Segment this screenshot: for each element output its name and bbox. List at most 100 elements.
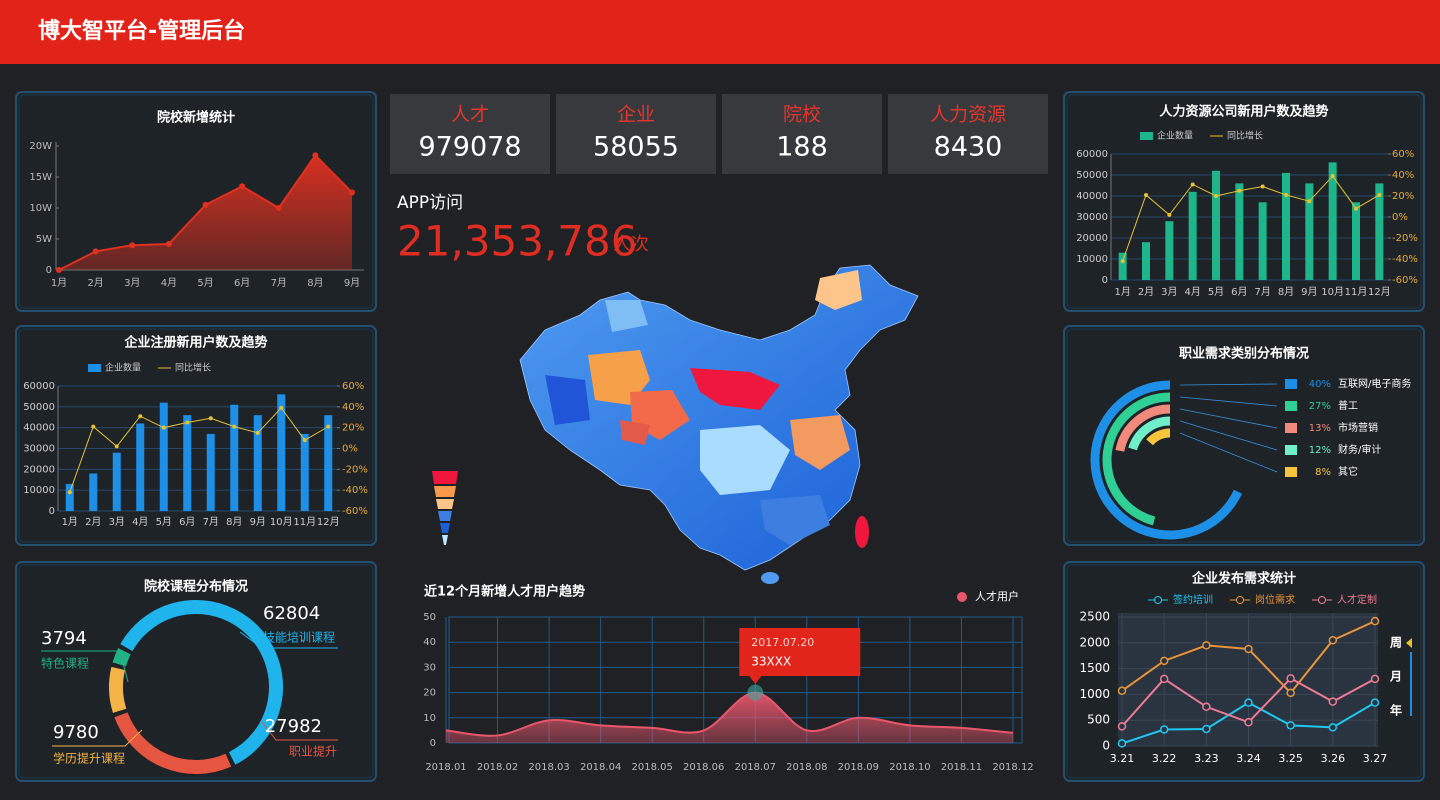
point — [91, 424, 96, 429]
chart-title: 企业注册新用户数及趋势 — [123, 335, 267, 351]
range-tab[interactable]: 年 — [1390, 703, 1402, 718]
x-tick-label: 3月 — [1161, 286, 1177, 298]
point — [129, 242, 136, 249]
legend-label[interactable]: 人才定制 — [1337, 593, 1377, 606]
legend-marker — [957, 592, 967, 602]
bar — [230, 404, 239, 511]
legend-band — [434, 486, 456, 497]
bar — [136, 423, 145, 511]
map-legend — [432, 471, 458, 545]
range-tab[interactable]: 周 — [1390, 636, 1402, 650]
leader-line — [1179, 396, 1278, 407]
point — [239, 183, 246, 190]
point — [165, 240, 172, 247]
stat-label: 人才 — [451, 104, 489, 126]
x-tick-label: 7月 — [203, 516, 219, 528]
stat-card — [722, 94, 882, 174]
leader-line — [1179, 432, 1278, 473]
ring — [1128, 416, 1171, 451]
panel — [15, 561, 377, 782]
x-tick-label: 12月 — [1368, 286, 1391, 298]
panel-glow — [1066, 328, 1422, 543]
panel — [1063, 91, 1425, 312]
legend-marker[interactable] — [1236, 596, 1244, 604]
x-tick-label: 1月 — [1114, 286, 1130, 298]
panel-glow — [18, 328, 374, 543]
x-tick-label: 2018.07 — [735, 762, 776, 773]
stat-card — [556, 94, 716, 174]
point — [67, 490, 72, 495]
x-tick-label: 3.24 — [1236, 752, 1261, 765]
stat-card — [888, 94, 1048, 174]
range-tab[interactable]: 月 — [1389, 670, 1402, 684]
point — [1370, 674, 1380, 684]
x-tick-label: 3.25 — [1278, 752, 1303, 765]
x-tick-label: 6月 — [234, 277, 250, 289]
legend-label[interactable]: 岗位需求 — [1255, 593, 1295, 606]
y-tick-label: 2000 — [1079, 635, 1110, 649]
x-tick-label: 4月 — [1184, 286, 1200, 298]
y2-tick-label: 20% — [1392, 191, 1414, 202]
y2-tick-label: 40% — [1392, 170, 1414, 181]
point — [1328, 697, 1338, 706]
segment-value: 27982 — [265, 716, 322, 737]
x-tick-label: 1月 — [62, 516, 78, 528]
app-title: APP访问 — [397, 193, 463, 213]
x-tick-label: 7月 — [271, 277, 287, 289]
legend-band — [440, 523, 450, 533]
point — [255, 430, 260, 435]
legend-band — [436, 499, 454, 509]
x-tick-label: 3.27 — [1363, 752, 1388, 765]
bar — [1118, 252, 1127, 280]
point — [161, 425, 166, 430]
point — [1307, 199, 1312, 204]
legend-marker[interactable] — [1318, 596, 1326, 604]
point — [1117, 739, 1127, 748]
chart-title: 近12个月新增人才用户趋势 — [424, 584, 585, 600]
point — [1214, 194, 1218, 198]
y2-tick-label: -60% — [1392, 275, 1418, 286]
x-tick-label: 9月 — [1301, 286, 1317, 298]
ring — [1090, 380, 1243, 540]
chart-title: 人力资源公司新用户数及趋势 — [1159, 104, 1328, 120]
x-tick-label: 8月 — [226, 516, 242, 528]
bar — [1282, 172, 1290, 280]
stat-label: 人力资源 — [930, 104, 1006, 126]
point — [1202, 724, 1211, 734]
stat-value: 188 — [776, 132, 828, 163]
y-tick-label: 50000 — [1076, 170, 1108, 181]
bar — [89, 473, 98, 511]
x-tick-label: 5月 — [197, 277, 213, 289]
bar — [253, 415, 262, 511]
map-region — [588, 350, 650, 405]
panel-glow — [1066, 94, 1422, 309]
segment-value: 9780 — [53, 722, 99, 743]
legend-band — [432, 471, 458, 484]
point — [1286, 688, 1295, 698]
bar — [1328, 162, 1337, 280]
point — [1377, 192, 1382, 197]
y2-tick-label: 40% — [342, 402, 364, 413]
y2-tick-label: 20% — [342, 423, 364, 434]
bar — [1142, 242, 1150, 280]
value-label: 27% — [1309, 401, 1331, 412]
legend-marker[interactable] — [1154, 596, 1162, 604]
tooltip-point — [747, 684, 764, 701]
point — [1120, 259, 1125, 264]
x-tick-label: 2月 — [1138, 286, 1154, 298]
point — [1167, 212, 1172, 217]
ring — [1102, 392, 1171, 526]
x-tick-label: 2018.12 — [992, 762, 1033, 773]
point — [232, 424, 237, 429]
point — [1159, 656, 1169, 666]
point — [326, 424, 331, 429]
y-tick-label: 2500 — [1079, 610, 1110, 624]
x-tick-label: 10月 — [270, 516, 293, 528]
point — [1244, 698, 1253, 707]
point — [279, 405, 284, 410]
ring — [1146, 428, 1171, 446]
bar — [324, 415, 333, 511]
legend-label[interactable]: 签约培训 — [1173, 593, 1213, 606]
x-tick-label: 2月 — [85, 516, 101, 528]
legend-label: 互联网/电子商务 — [1338, 377, 1411, 390]
